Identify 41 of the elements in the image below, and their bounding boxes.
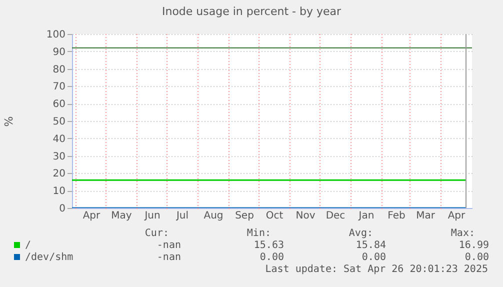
x-tick-label: Apr	[82, 210, 102, 222]
x-tick-label: Sep	[235, 210, 254, 222]
y-tick-label: 20	[52, 168, 66, 180]
x-tick-label: Aug	[204, 210, 224, 222]
x-tick-label: Oct	[266, 210, 284, 222]
text: -nan	[156, 240, 181, 251]
y-tick-label: 70	[52, 82, 66, 93]
chart-title: Inode usage in percent - by year	[162, 5, 342, 18]
y-tick-label: 50	[52, 116, 66, 128]
text: 0.00	[464, 252, 489, 263]
x-tick-label: May	[111, 210, 132, 222]
text: 15.84	[356, 240, 386, 251]
y-tick-label: 90	[52, 46, 66, 58]
y-tick-label: 60	[52, 99, 66, 110]
x-tick-label: Jan	[358, 210, 374, 222]
x-tick-label: Mar	[416, 210, 436, 222]
y-tick-label: 40	[52, 134, 66, 145]
x-tick-label: Jul	[175, 210, 189, 222]
x-tick-label: Jun	[144, 210, 160, 222]
x-tick-label: Dec	[326, 210, 346, 222]
legend-label: /dev/shm	[25, 252, 74, 263]
y-tick-label: 30	[52, 151, 66, 162]
text: Cur:	[144, 228, 169, 239]
y-tick-label: 10	[52, 186, 66, 198]
x-tick-label: Feb	[388, 210, 406, 222]
text: Last update: Sat Apr 26 20:01:23 2025	[265, 264, 488, 275]
text: 0.00	[362, 252, 386, 263]
text: Min:	[246, 228, 271, 239]
text: Max:	[450, 228, 475, 239]
x-tick-label: Nov	[296, 210, 316, 222]
text: 0.00	[260, 252, 284, 263]
x-tick-label: Apr	[448, 210, 466, 222]
text: -nan	[156, 252, 181, 263]
y-axis-title: %	[2, 116, 16, 127]
text: 15.63	[254, 240, 284, 251]
text: Avg:	[348, 228, 373, 239]
legend-label: /	[25, 240, 32, 251]
y-tick-label: 100	[46, 30, 66, 40]
y-tick-label: 80	[52, 64, 66, 76]
text: 16.99	[458, 240, 489, 251]
y-tick-label: 0	[59, 204, 66, 214]
